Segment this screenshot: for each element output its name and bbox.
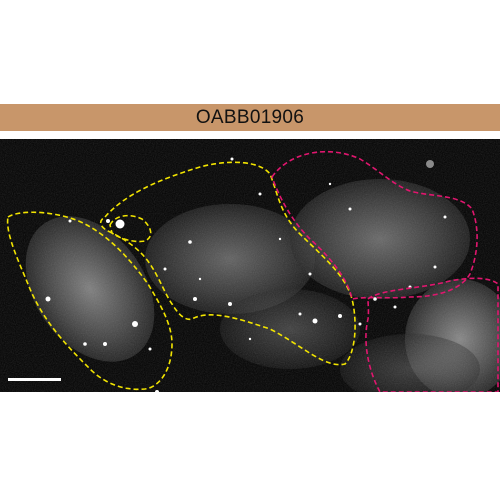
magenta-cell-outlines xyxy=(271,150,499,392)
sample-id-label: OABB01906 xyxy=(195,106,305,128)
yellow-outline-small-blob xyxy=(109,214,152,243)
yellow-outline-left-cell xyxy=(6,211,173,391)
magenta-outline-lower-cell xyxy=(365,277,499,392)
micrograph-canvas xyxy=(0,139,500,392)
magenta-outline-upper-cell xyxy=(271,150,478,300)
sample-id-banner: OABB01906 xyxy=(0,104,500,131)
fluorescence-micrograph xyxy=(0,139,500,392)
yellow-cell-outlines xyxy=(6,161,356,391)
cell-signal-layer xyxy=(0,139,500,392)
bright-puncta xyxy=(45,157,447,392)
scale-bar xyxy=(8,378,61,381)
